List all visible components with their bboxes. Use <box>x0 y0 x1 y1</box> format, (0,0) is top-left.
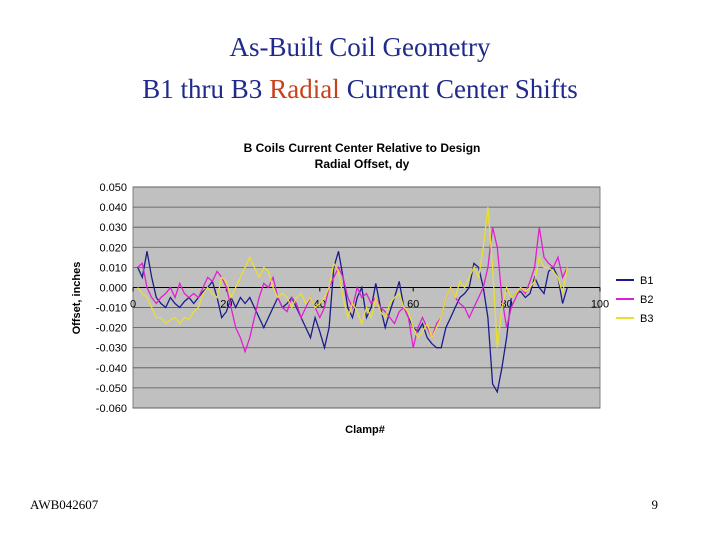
series-line <box>137 251 568 394</box>
chart-layer: 0.050 0.040 0.030 0.020 0.010 0.000 -0.010 -0.0… <box>96 182 654 415</box>
legend-label: B1 <box>640 275 653 287</box>
chart-title: B Coils Current Center Relative to Desig… <box>244 141 481 155</box>
y-tick-label: 0.020 <box>99 242 127 254</box>
x-tick-label: 0 <box>130 298 136 310</box>
slide-title: As-Built Coil Geometry <box>230 32 491 62</box>
chart-title: Radial Offset, dy <box>315 157 410 171</box>
y-tick-label: 0.010 <box>99 262 127 274</box>
y-tick-label: 0.050 <box>99 182 127 194</box>
y-tick-label: 0.030 <box>99 222 127 234</box>
y-tick-label: -0.030 <box>96 343 127 355</box>
footer-text: AWB042607 <box>30 497 99 512</box>
y-tick-label: -0.050 <box>96 383 127 395</box>
subtitle-part: B1 thru B3 <box>142 74 262 104</box>
series-line <box>137 227 568 354</box>
subtitle-part: Current Center Shifts <box>347 74 578 104</box>
series-line <box>137 207 568 348</box>
x-tick-label: 60 <box>407 298 419 310</box>
x-axis-label: Clamp# <box>345 424 385 436</box>
x-tick-label: 40 <box>314 298 326 310</box>
y-tick-label: -0.040 <box>96 363 127 375</box>
x-tick-label: 100 <box>591 298 609 310</box>
y-tick-label: -0.020 <box>96 323 127 335</box>
y-tick-label: 0.000 <box>99 282 127 294</box>
page-number: 9 <box>652 497 659 512</box>
slide-subtitle: B1 thru B3 Radial Current Center Shifts <box>142 74 577 104</box>
plot-area <box>132 186 601 409</box>
y-axis-label: Offset, inches <box>71 262 83 335</box>
subtitle-highlight: Radial <box>269 74 339 104</box>
legend-label: B3 <box>640 313 653 325</box>
y-tick-label: -0.010 <box>96 303 127 315</box>
y-tick-label: -0.060 <box>96 403 127 415</box>
y-tick-label: 0.040 <box>99 202 127 214</box>
legend-label: B2 <box>640 294 653 306</box>
